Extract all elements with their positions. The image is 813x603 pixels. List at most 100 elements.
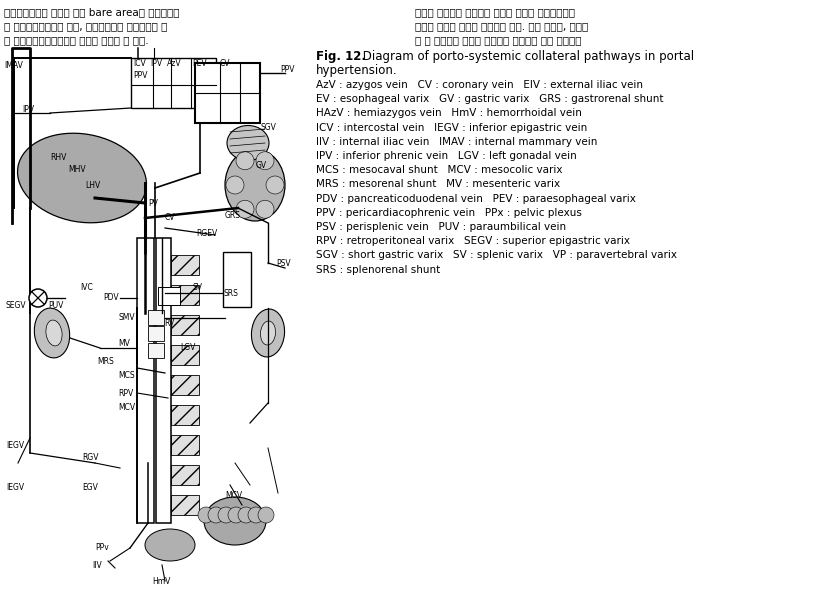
Bar: [171, 315, 199, 335]
Text: MCS: MCS: [118, 370, 135, 379]
Text: SMV: SMV: [118, 314, 135, 323]
Text: IVC: IVC: [80, 283, 93, 292]
Text: SV: SV: [192, 283, 202, 292]
Bar: [156, 238, 171, 523]
Text: IPV: IPV: [150, 58, 162, 68]
Ellipse shape: [18, 133, 146, 223]
Circle shape: [208, 507, 224, 523]
Circle shape: [238, 507, 254, 523]
Ellipse shape: [260, 321, 276, 345]
Text: IIV : internal iliac vein   IMAV : internal mammary vein: IIV : internal iliac vein IMAV : interna…: [316, 137, 598, 147]
Text: HAzV : hemiazygos vein   HmV : hemorrhoidal vein: HAzV : hemiazygos vein HmV : hemorrhoida…: [316, 109, 582, 118]
Text: IIV: IIV: [92, 561, 102, 569]
Text: IEGV: IEGV: [6, 441, 24, 449]
Bar: [148, 326, 164, 341]
Circle shape: [256, 200, 274, 218]
Ellipse shape: [204, 497, 266, 545]
Bar: [148, 343, 164, 358]
Ellipse shape: [145, 529, 195, 561]
Text: MV: MV: [118, 338, 130, 347]
Text: IEGV: IEGV: [6, 484, 24, 493]
Text: PDV: PDV: [103, 294, 119, 303]
Text: GV: GV: [256, 162, 267, 171]
Text: MRS: MRS: [97, 356, 114, 365]
Text: CV: CV: [220, 58, 231, 68]
Text: AzV : azygos vein   CV : coronary vein   EIV : external iliac vein: AzV : azygos vein CV : coronary vein EIV…: [316, 80, 643, 90]
Text: MCV: MCV: [118, 403, 135, 412]
Circle shape: [258, 507, 274, 523]
Circle shape: [236, 200, 254, 218]
Text: EGV: EGV: [82, 484, 98, 493]
Ellipse shape: [34, 308, 70, 358]
Text: CV: CV: [165, 213, 176, 223]
Text: MRS : mesorenal shunt   MV : mesenteric varix: MRS : mesorenal shunt MV : mesenteric va…: [316, 180, 560, 189]
Text: LHV: LHV: [85, 180, 100, 189]
Ellipse shape: [251, 309, 285, 357]
Text: AzV: AzV: [167, 58, 181, 68]
Text: RPV : retroperitoneal varix   SEGV : superior epigastric varix: RPV : retroperitoneal varix SEGV : super…: [316, 236, 630, 246]
Text: PPV: PPV: [280, 66, 294, 75]
Text: SGV : short gastric varix   SV : splenic varix   VP : paravertebral varix: SGV : short gastric varix SV : splenic v…: [316, 250, 677, 260]
Bar: [171, 345, 199, 365]
Bar: [171, 405, 199, 425]
Bar: [171, 375, 199, 395]
Text: 같거나 우월한 것으로 보고되고 있다. 또한 후복강, 후종격: 같거나 우월한 것으로 보고되고 있다. 또한 후복강, 후종격: [415, 21, 589, 31]
Ellipse shape: [46, 320, 62, 346]
Text: PPV : pericardiacophrenic vein   PPx : pelvic plexus: PPV : pericardiacophrenic vein PPx : pel…: [316, 208, 582, 218]
Text: IPV: IPV: [22, 106, 34, 115]
Text: GRS: GRS: [225, 210, 241, 219]
Text: PEV: PEV: [192, 58, 207, 68]
Text: Diagram of porto-systemic collateral pathways in portal: Diagram of porto-systemic collateral pat…: [359, 50, 694, 63]
Text: LGV: LGV: [180, 344, 195, 353]
Text: RV: RV: [164, 318, 174, 327]
Circle shape: [248, 507, 264, 523]
Text: SRS: SRS: [223, 288, 238, 297]
Text: HmV: HmV: [152, 576, 171, 586]
Text: ICV: ICV: [133, 58, 146, 68]
Circle shape: [226, 176, 244, 194]
Circle shape: [228, 507, 244, 523]
Bar: [171, 435, 199, 455]
Text: ICV : intercostal vein   IEGV : inferior epigastric vein: ICV : intercostal vein IEGV : inferior e…: [316, 122, 587, 133]
Bar: [131, 58, 216, 108]
Bar: [171, 255, 199, 275]
Bar: [158, 287, 180, 305]
Text: PSV: PSV: [276, 259, 290, 268]
Text: PV: PV: [148, 198, 158, 207]
Text: 는 우심장횟격막정맥으로 혜류가 연결될 수 있다.: 는 우심장횟격막정맥으로 혜류가 연결될 수 있다.: [4, 35, 149, 45]
Text: 동 및 장간막의 종류로 오인되는 정맥류의 경우 조영증강: 동 및 장간막의 종류로 오인되는 정맥류의 경우 조영증강: [415, 35, 581, 45]
Text: RPV: RPV: [118, 388, 133, 397]
Text: 경간측부환로의 해로서 간의 bare area의 정맥으로부: 경간측부환로의 해로서 간의 bare area의 정맥으로부: [4, 7, 180, 17]
Text: MCS : mesocaval shunt   MCV : mesocolic varix: MCS : mesocaval shunt MCV : mesocolic va…: [316, 165, 563, 175]
Text: PUV: PUV: [48, 300, 63, 309]
Text: 터 우하횟격막정맥을 경유, 느간정맥으로 연결되거나 또: 터 우하횟격막정맥을 경유, 느간정맥으로 연결되거나 또: [4, 21, 167, 31]
Text: PPv: PPv: [95, 543, 109, 552]
Text: hypertension.: hypertension.: [316, 64, 398, 77]
Bar: [137, 238, 154, 523]
Text: IMAV: IMAV: [4, 60, 23, 69]
Circle shape: [256, 152, 274, 170]
Circle shape: [218, 507, 234, 523]
Text: 체외한 대부분의 측부환로 진단에 있어서 혜관조영술과: 체외한 대부분의 측부환로 진단에 있어서 혜관조영술과: [415, 7, 575, 17]
Text: IPV : inferior phrenic vein   LGV : left gonadal vein: IPV : inferior phrenic vein LGV : left g…: [316, 151, 576, 161]
Text: PDV : pancreaticoduodenal vein   PEV : paraesophageal varix: PDV : pancreaticoduodenal vein PEV : par…: [316, 194, 636, 204]
Text: RHV: RHV: [50, 154, 67, 162]
Circle shape: [236, 152, 254, 170]
Text: RGV: RGV: [82, 453, 98, 463]
Bar: [171, 285, 199, 305]
Text: SRS : splenorenal shunt: SRS : splenorenal shunt: [316, 265, 441, 274]
Bar: [223, 252, 251, 307]
Bar: [171, 465, 199, 485]
Text: SGV: SGV: [260, 122, 276, 131]
Text: MHV: MHV: [68, 165, 85, 174]
Text: EV : esophageal varix   GV : gastric varix   GRS : gastrorenal shunt: EV : esophageal varix GV : gastric varix…: [316, 94, 663, 104]
Ellipse shape: [227, 125, 269, 160]
Text: MCV: MCV: [225, 490, 242, 499]
Text: PPV: PPV: [133, 72, 147, 80]
Ellipse shape: [225, 149, 285, 221]
Bar: [148, 310, 164, 325]
Text: RGEV: RGEV: [196, 229, 217, 238]
Text: Fig. 12.: Fig. 12.: [316, 50, 366, 63]
Bar: [195, 63, 260, 123]
Circle shape: [198, 507, 214, 523]
